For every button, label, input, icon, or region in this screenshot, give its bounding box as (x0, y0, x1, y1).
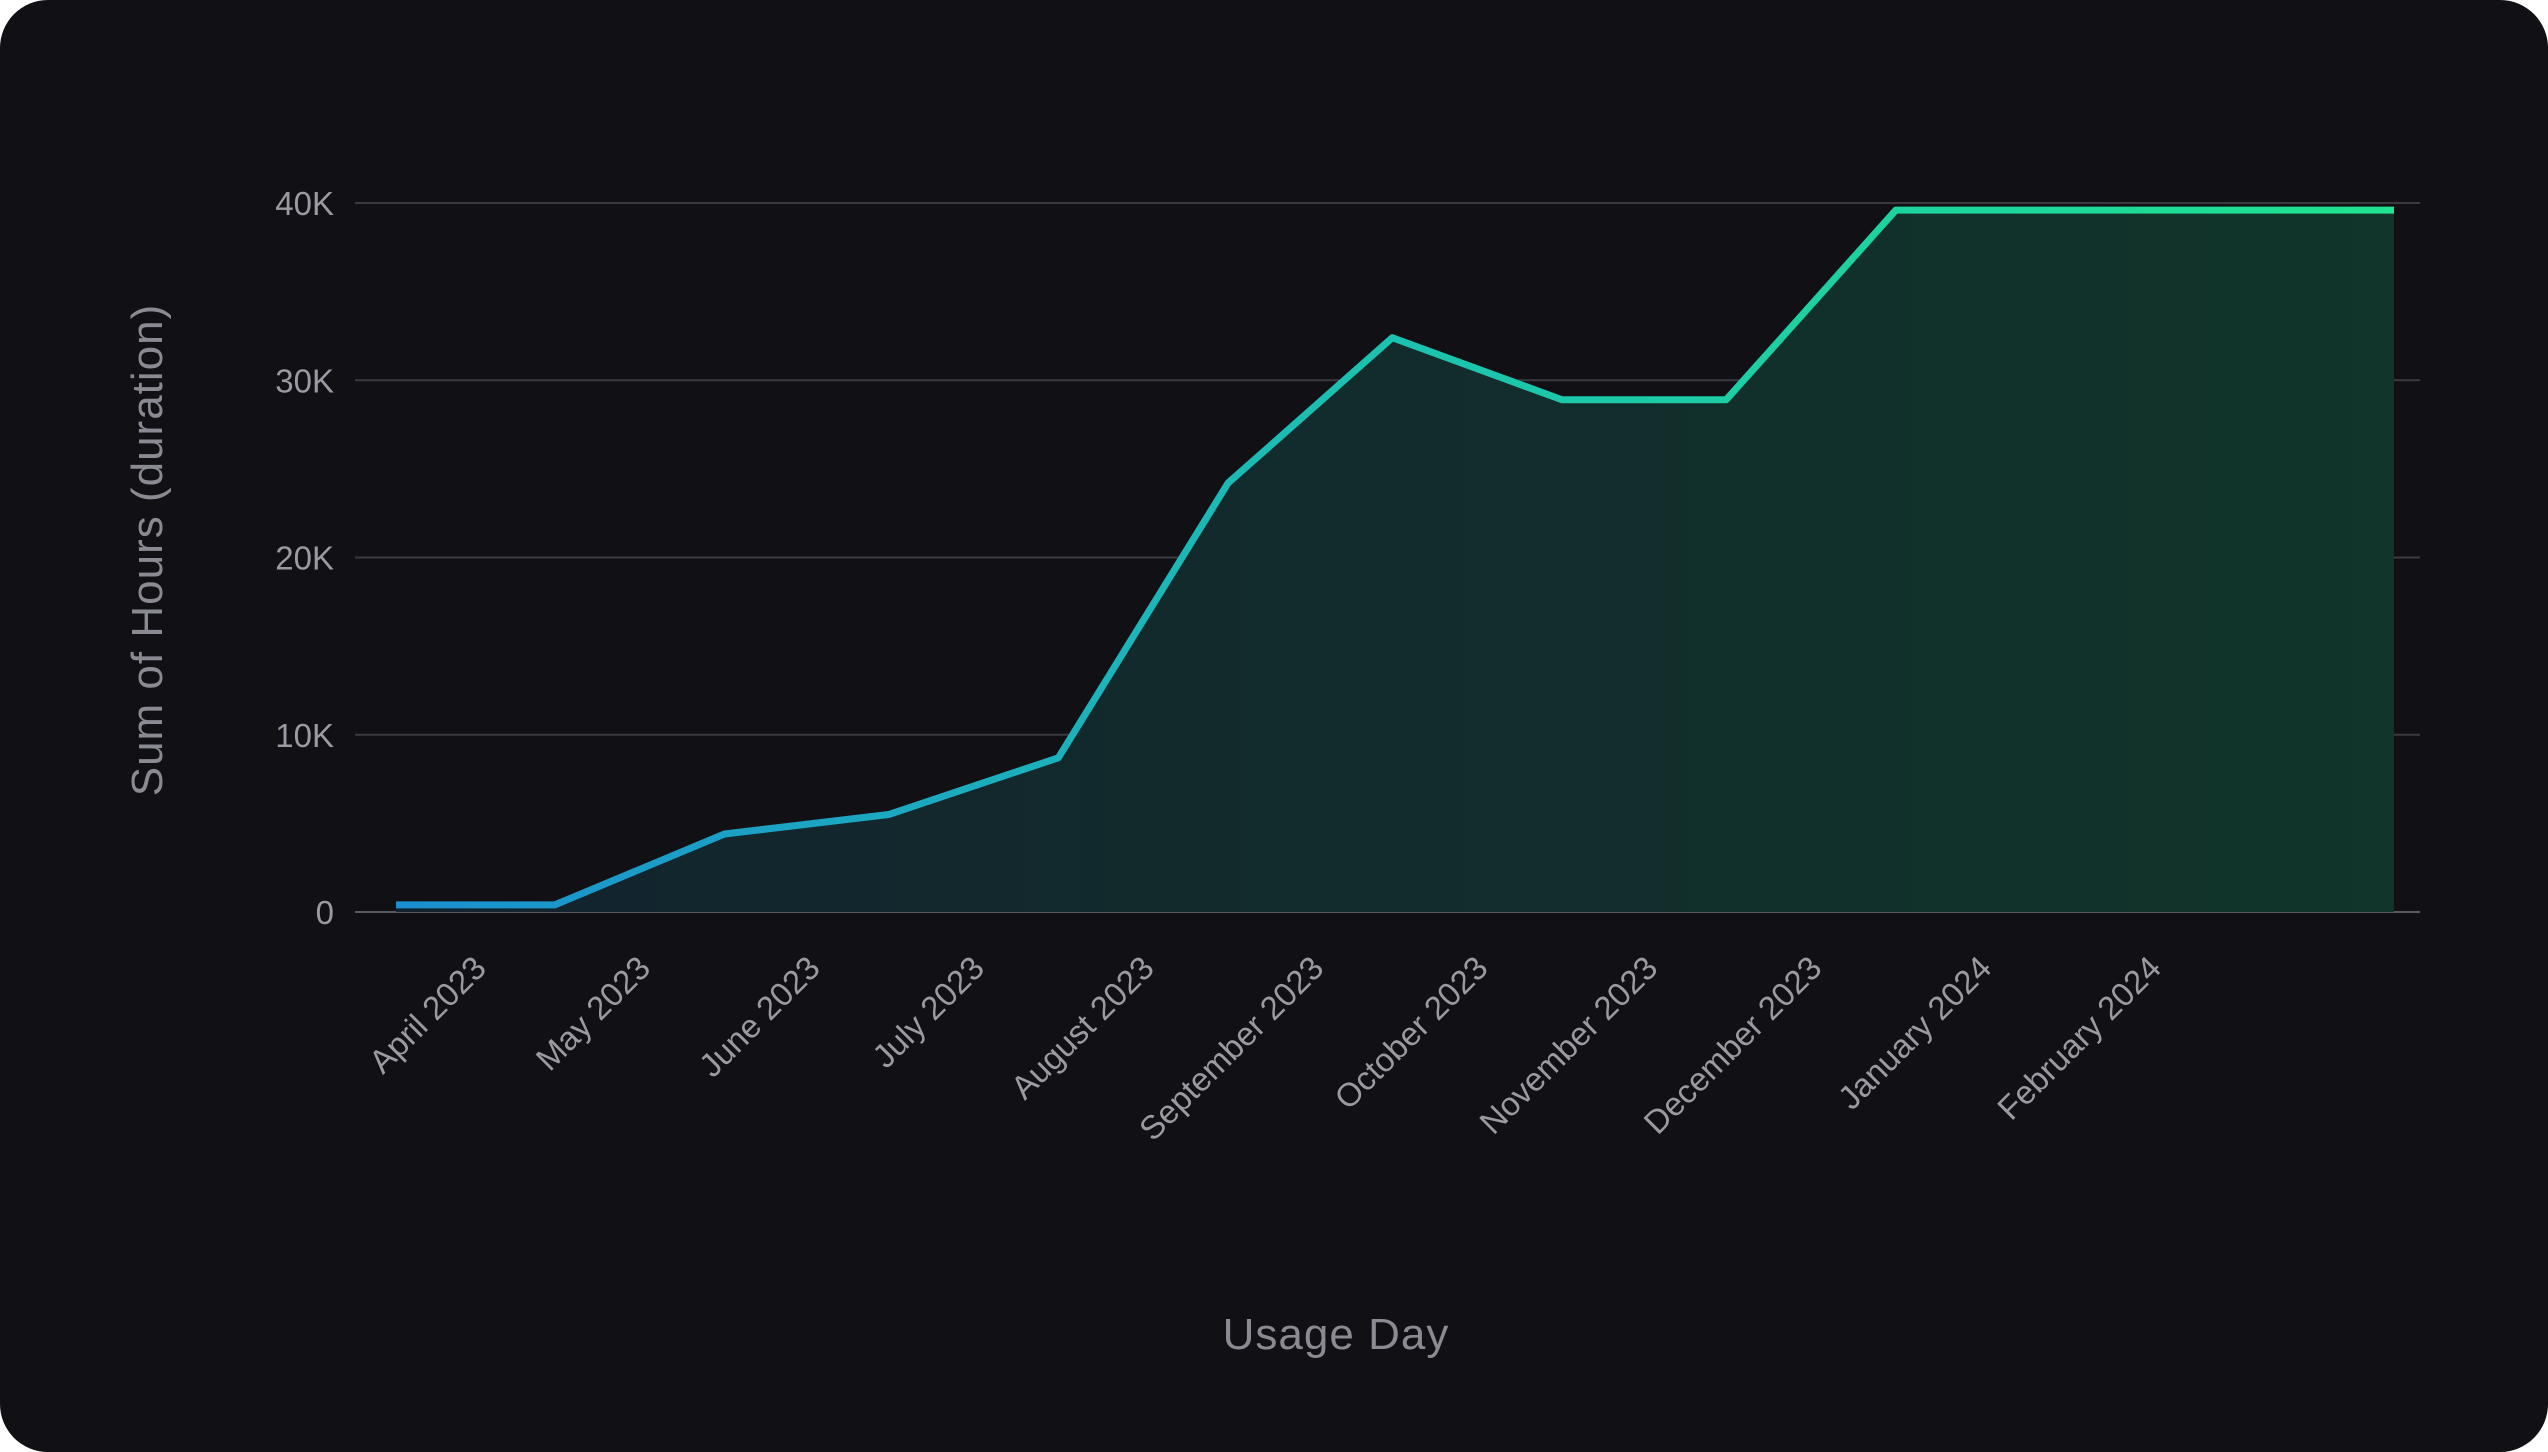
x-tick-label: September 2023 (1132, 949, 1331, 1148)
x-tick-label: July 2023 (865, 949, 991, 1075)
x-tick-label: February 2024 (1990, 949, 2168, 1127)
x-tick-label: June 2023 (692, 949, 827, 1084)
x-tick-label: December 2023 (1636, 949, 1828, 1141)
y-tick-label: 20K (275, 540, 334, 577)
x-axis-title: Usage Day (1223, 1310, 1450, 1359)
x-axis-ticks: April 2023 May 2023 June 2023 July 2023 Augu… (362, 949, 2168, 1148)
y-axis-ticks: 0 10K 20K 30K 40K (275, 185, 334, 931)
series-line-path (396, 206, 2394, 909)
y-tick-label: 10K (275, 717, 334, 754)
y-tick-label: 40K (275, 185, 334, 222)
x-tick-label: April 2023 (362, 949, 493, 1080)
x-tick-label: October 2023 (1327, 949, 1495, 1117)
x-tick-label: January 2024 (1831, 949, 1999, 1117)
y-tick-label: 30K (275, 362, 334, 399)
series-line (396, 206, 2394, 909)
x-tick-label: August 2023 (1004, 949, 1161, 1106)
area-fill (396, 210, 2394, 913)
series-area (396, 210, 2394, 913)
y-axis-title: Sum of Hours (duration) (123, 304, 172, 797)
x-tick-label: May 2023 (529, 949, 658, 1078)
x-tick-label: November 2023 (1472, 949, 1664, 1141)
y-tick-label: 0 (316, 894, 334, 931)
